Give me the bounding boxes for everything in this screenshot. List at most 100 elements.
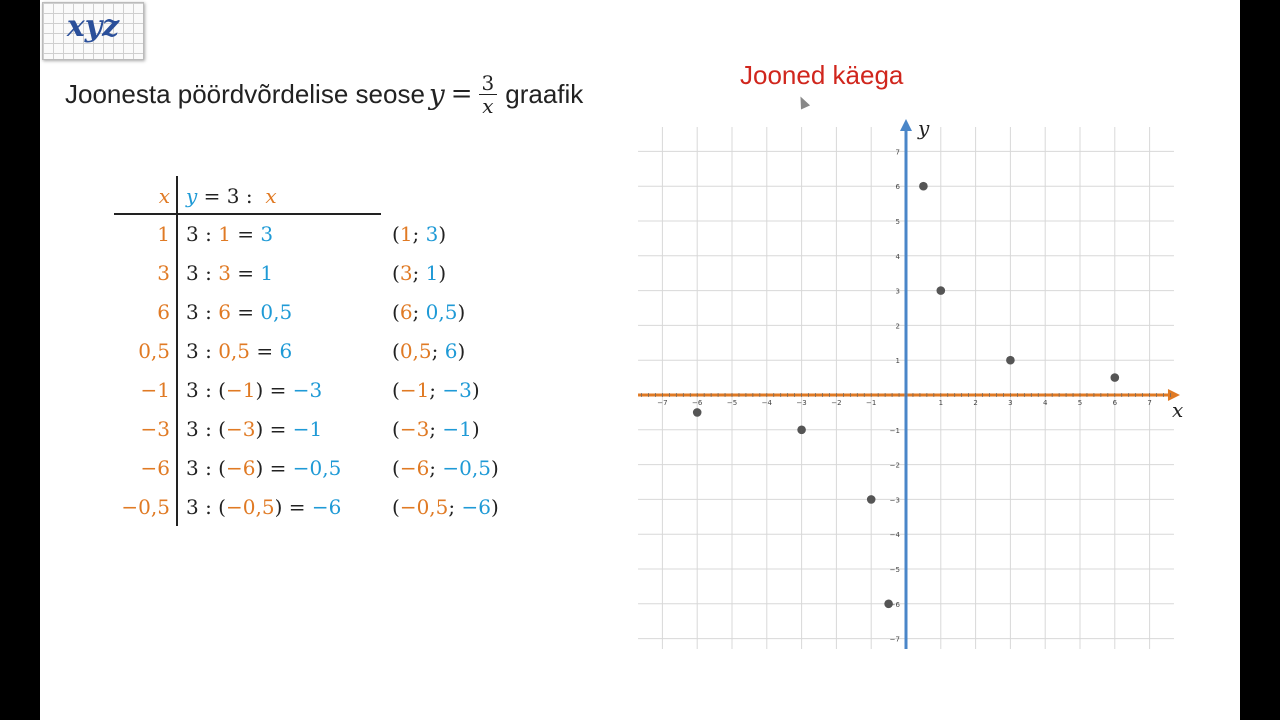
table-expression-cell: 3 : 3 = 1	[186, 261, 273, 285]
point-py: −3	[442, 378, 472, 402]
y-tick-label: −2	[890, 462, 900, 470]
y-tick-label: 3	[896, 288, 900, 296]
expr-op: 3 :	[186, 339, 219, 363]
expr-xin: −3	[225, 417, 256, 441]
x-tick-label: 5	[1078, 399, 1082, 407]
y-tick-label: −4	[890, 531, 901, 539]
x-axis-arrow	[1167, 389, 1180, 401]
point-sep: ;	[412, 222, 426, 246]
y-tick-label: −5	[890, 566, 900, 574]
x-tick-label: −4	[762, 399, 773, 407]
expr-op: 3 : (	[186, 378, 226, 402]
data-point	[1006, 355, 1015, 365]
expr-xin: 1	[218, 222, 231, 246]
expr-xin: −6	[225, 456, 256, 480]
watermark-line1: RECORDED WITH	[50, 680, 137, 691]
point-sep: ;	[412, 261, 426, 285]
y-axis-arrow	[900, 119, 912, 132]
table-x-cell: −1	[140, 378, 170, 402]
point-py: −1	[442, 417, 472, 441]
y-tick-label: 7	[896, 148, 900, 156]
point-px: 1	[399, 222, 413, 246]
x-tick-label: 3	[1008, 399, 1012, 407]
expr-y: 6	[279, 339, 293, 363]
expr-eq: =	[250, 339, 280, 363]
point-p_open: (	[392, 339, 400, 363]
y-tick-label: −6	[890, 601, 901, 609]
header-y-expr: y = 3 : x	[186, 184, 277, 208]
x-tick-label: −1	[866, 399, 876, 407]
table-expression-cell: 3 : (−1) = −3	[186, 378, 322, 402]
y-tick-label: 5	[896, 218, 900, 226]
data-point	[919, 181, 928, 191]
expr-eq: =	[230, 261, 261, 285]
point-px: 3	[399, 261, 413, 285]
xyz-logo: xyz	[42, 2, 144, 60]
expr-y: −6	[311, 495, 342, 519]
table-point-cell: (3; 1)	[392, 261, 446, 285]
y-tick-label: 6	[896, 183, 901, 191]
point-py: 3	[425, 222, 439, 246]
x-tick-label: −6	[692, 399, 703, 407]
table-x-cell: −3	[140, 417, 170, 441]
y-axis-label: y	[917, 116, 930, 140]
expr-op: 3 : (	[186, 495, 226, 519]
header-expr: = 3 :	[203, 184, 259, 208]
point-p_close: )	[490, 456, 499, 480]
data-point	[692, 408, 702, 417]
header-x: x	[158, 184, 170, 208]
title-suffix: graafik	[505, 78, 584, 109]
title-eq: =	[450, 79, 473, 109]
point-p_close: )	[438, 222, 447, 246]
point-p_close: )	[471, 417, 480, 441]
slide: xyz Joonesta pöördvõrdelise seose y = 3 …	[40, 0, 1240, 720]
x-tick-label: 2	[973, 399, 977, 407]
expr-y: 3	[260, 222, 274, 246]
title-fraction: 3 x	[478, 72, 498, 117]
expr-op: 3 : (	[186, 456, 226, 480]
fraction-numerator: 3	[478, 72, 498, 95]
data-point	[797, 425, 806, 435]
table-x-cell: 1	[157, 222, 170, 246]
table-point-cell: (−0,5; −6)	[392, 495, 499, 519]
y-tick-label: 2	[896, 322, 900, 330]
page-title: Joonesta pöördvõrdelise seose y = 3 x gr…	[65, 62, 583, 126]
table-x-cell: 0,5	[138, 339, 170, 363]
expr-xin: −1	[225, 378, 256, 402]
table-point-cell: (6; 0,5)	[392, 300, 465, 324]
x-tick-label: 6	[1113, 399, 1118, 407]
point-sep: ;	[412, 300, 426, 324]
y-tick-label: −1	[890, 427, 900, 435]
expr-close: )	[255, 456, 264, 480]
y-tick-label: 1	[896, 357, 900, 365]
table-x-cell: −0,5	[121, 495, 170, 519]
point-px: −3	[399, 417, 430, 441]
expr-close: )	[274, 495, 283, 519]
expr-eq: =	[263, 378, 293, 402]
x-tick-label: 4	[1043, 399, 1048, 407]
y-tick-label: −7	[890, 636, 900, 644]
point-py: −0,5	[442, 456, 491, 480]
expr-close: )	[255, 378, 264, 402]
data-point	[1110, 373, 1120, 382]
expr-close: )	[255, 417, 264, 441]
point-px: −6	[399, 456, 430, 480]
point-p_close: )	[471, 378, 480, 402]
point-p_open: (	[392, 417, 400, 441]
y-tick-label: 4	[896, 253, 901, 261]
point-p_open: (	[392, 495, 400, 519]
expr-y: −0,5	[292, 456, 342, 480]
expr-eq: =	[263, 417, 293, 441]
table-expression-cell: 3 : 0,5 = 6	[186, 339, 292, 363]
title-prefix: Joonesta pöördvõrdelise seose	[65, 78, 425, 109]
point-py: 6	[444, 339, 458, 363]
point-py: −6	[461, 495, 491, 519]
expr-eq: =	[263, 456, 293, 480]
logo-text: xyz	[66, 9, 120, 44]
table-expression-cell: 3 : (−3) = −1	[186, 417, 322, 441]
point-px: 0,5	[399, 339, 432, 363]
point-p_close: )	[457, 300, 466, 324]
header-y: y	[186, 184, 198, 208]
mouse-cursor-icon	[795, 94, 811, 110]
